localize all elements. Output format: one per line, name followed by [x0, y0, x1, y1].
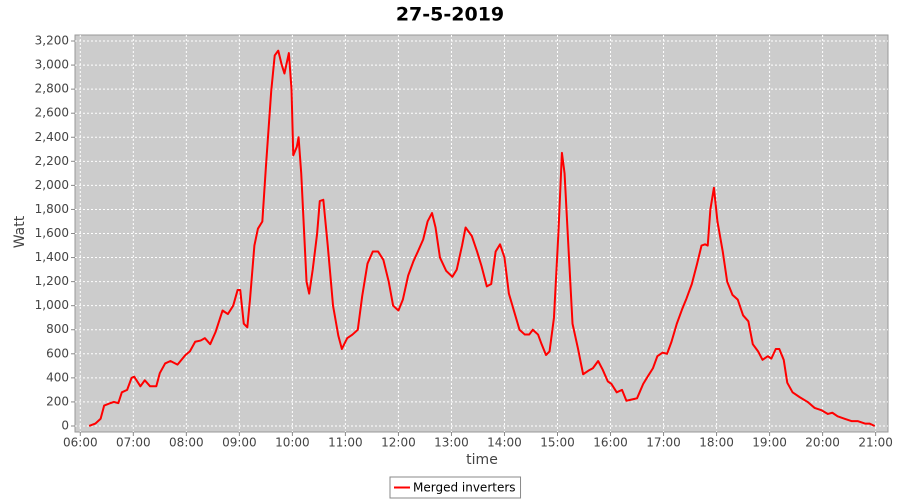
legend-label: Merged inverters — [413, 481, 516, 495]
y-tick-label: 600 — [46, 346, 69, 360]
y-tick-label: 3,200 — [35, 34, 69, 48]
y-tick-label: 1,800 — [35, 202, 69, 216]
y-tick-label: 2,600 — [35, 106, 69, 120]
legend-box — [389, 476, 522, 499]
x-tick-label: 19:00 — [752, 436, 787, 450]
y-tick-label: 3,000 — [35, 58, 69, 72]
y-tick-label: 2,000 — [35, 178, 69, 192]
x-tick-label: 07:00 — [116, 436, 151, 450]
y-tick-label: 200 — [46, 394, 69, 408]
y-tick-label: 2,200 — [35, 154, 69, 168]
x-tick-label: 16:00 — [593, 436, 628, 450]
y-tick-label: 1,600 — [35, 226, 69, 240]
x-tick-label: 11:00 — [328, 436, 363, 450]
x-tick-label: 17:00 — [646, 436, 681, 450]
x-tick-label: 13:00 — [434, 436, 469, 450]
y-tick-label: 1,000 — [35, 298, 69, 312]
x-tick-label: 09:00 — [222, 436, 257, 450]
chart-title: 27-5-2019 — [396, 4, 504, 26]
data-line — [88, 49, 876, 427]
x-tick-label: 18:00 — [699, 436, 734, 450]
x-axis-label: time — [466, 452, 498, 468]
x-tick-label: 10:00 — [275, 436, 310, 450]
x-tick-label: 12:00 — [381, 436, 416, 450]
y-tick-label: 1,400 — [35, 250, 69, 264]
y-tick-label: 800 — [46, 322, 69, 336]
y-axis-label: Watt — [12, 215, 28, 248]
y-tick-label: 2,800 — [35, 82, 69, 96]
y-tick-label: 400 — [46, 370, 69, 384]
y-tick-label: 1,200 — [35, 274, 69, 288]
x-tick-label: 20:00 — [805, 436, 840, 450]
x-tick-label: 15:00 — [540, 436, 575, 450]
y-tick-label: 2,400 — [35, 130, 69, 144]
legend: Merged inverters — [389, 476, 522, 499]
x-tick-label: 21:00 — [858, 436, 893, 450]
x-tick-label: 06:00 — [63, 436, 98, 450]
y-tick-label: 0 — [61, 418, 69, 432]
x-tick-label: 08:00 — [169, 436, 204, 450]
x-tick-label: 14:00 — [487, 436, 522, 450]
